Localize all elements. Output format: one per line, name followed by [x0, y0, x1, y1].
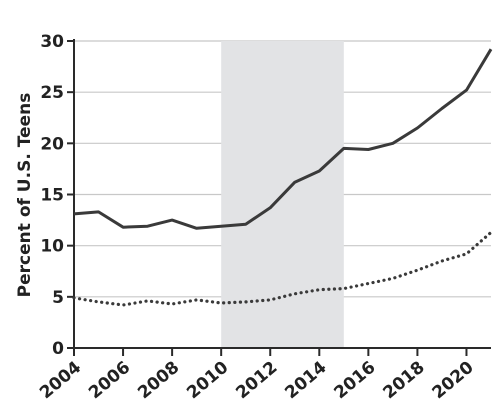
- y-tick-label-5: 5: [52, 288, 64, 308]
- x-tick-label-2008: 2008: [134, 358, 183, 404]
- solid-series-line: [73, 48, 493, 230]
- axes: [67, 39, 491, 356]
- x-tick-label-2018: 2018: [380, 358, 429, 404]
- x-tick-label-2016: 2016: [330, 358, 379, 404]
- x-tick-label-2004: 2004: [36, 357, 85, 403]
- y-tick-label-25: 25: [40, 83, 64, 103]
- y-tick-label-0: 0: [52, 339, 64, 359]
- y-tick-label-15: 15: [40, 186, 64, 206]
- x-tick-label-2014: 2014: [281, 357, 330, 403]
- x-tick-label-2012: 2012: [232, 358, 281, 404]
- x-tick-label-2006: 2006: [85, 358, 134, 404]
- y-axis-title: Percent of U.S. Teens: [15, 93, 35, 298]
- series-lines: [72, 48, 493, 307]
- x-tick-label-2010: 2010: [183, 357, 232, 403]
- x-tick-label-2020: 2020: [429, 357, 478, 403]
- dotted-series-line: [72, 230, 493, 307]
- y-tick-label-20: 20: [40, 134, 64, 154]
- y-tick-label-30: 30: [40, 32, 64, 52]
- y-tick-label-10: 10: [40, 237, 64, 257]
